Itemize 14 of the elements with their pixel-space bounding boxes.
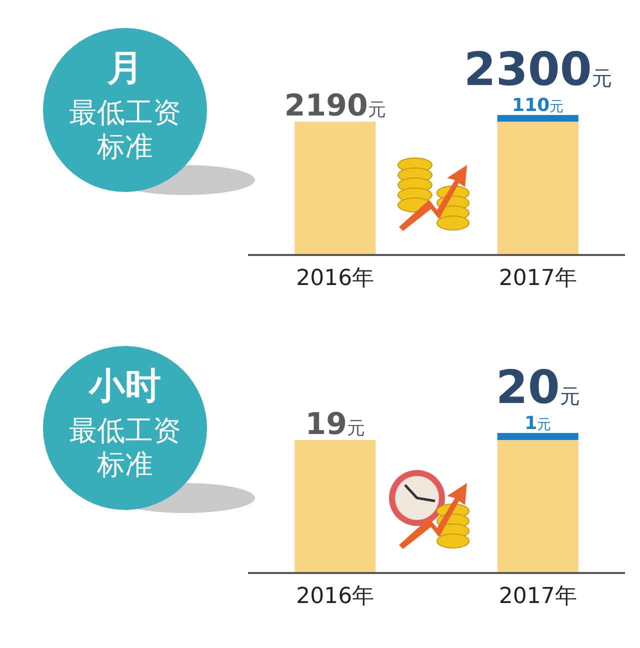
- data-label: 2190元: [284, 88, 386, 124]
- data-label: 19元: [305, 407, 366, 442]
- total-label: 2300元: [464, 42, 612, 96]
- total-label: 20元: [496, 360, 580, 414]
- chart-subtitle: 最低工资标准: [69, 96, 181, 163]
- x-tick-label: 2017年: [498, 266, 577, 291]
- data-label: 110元: [512, 95, 564, 116]
- x-tick-label: 2016年: [296, 584, 374, 609]
- chart-title: 小时: [88, 366, 161, 407]
- x-tick-label: 2016年: [296, 266, 374, 291]
- data-label: 1元: [524, 413, 552, 434]
- chart-title: 月: [106, 48, 143, 89]
- chart-subtitle: 最低工资标准: [69, 414, 181, 481]
- x-tick-label: 2017年: [498, 584, 577, 609]
